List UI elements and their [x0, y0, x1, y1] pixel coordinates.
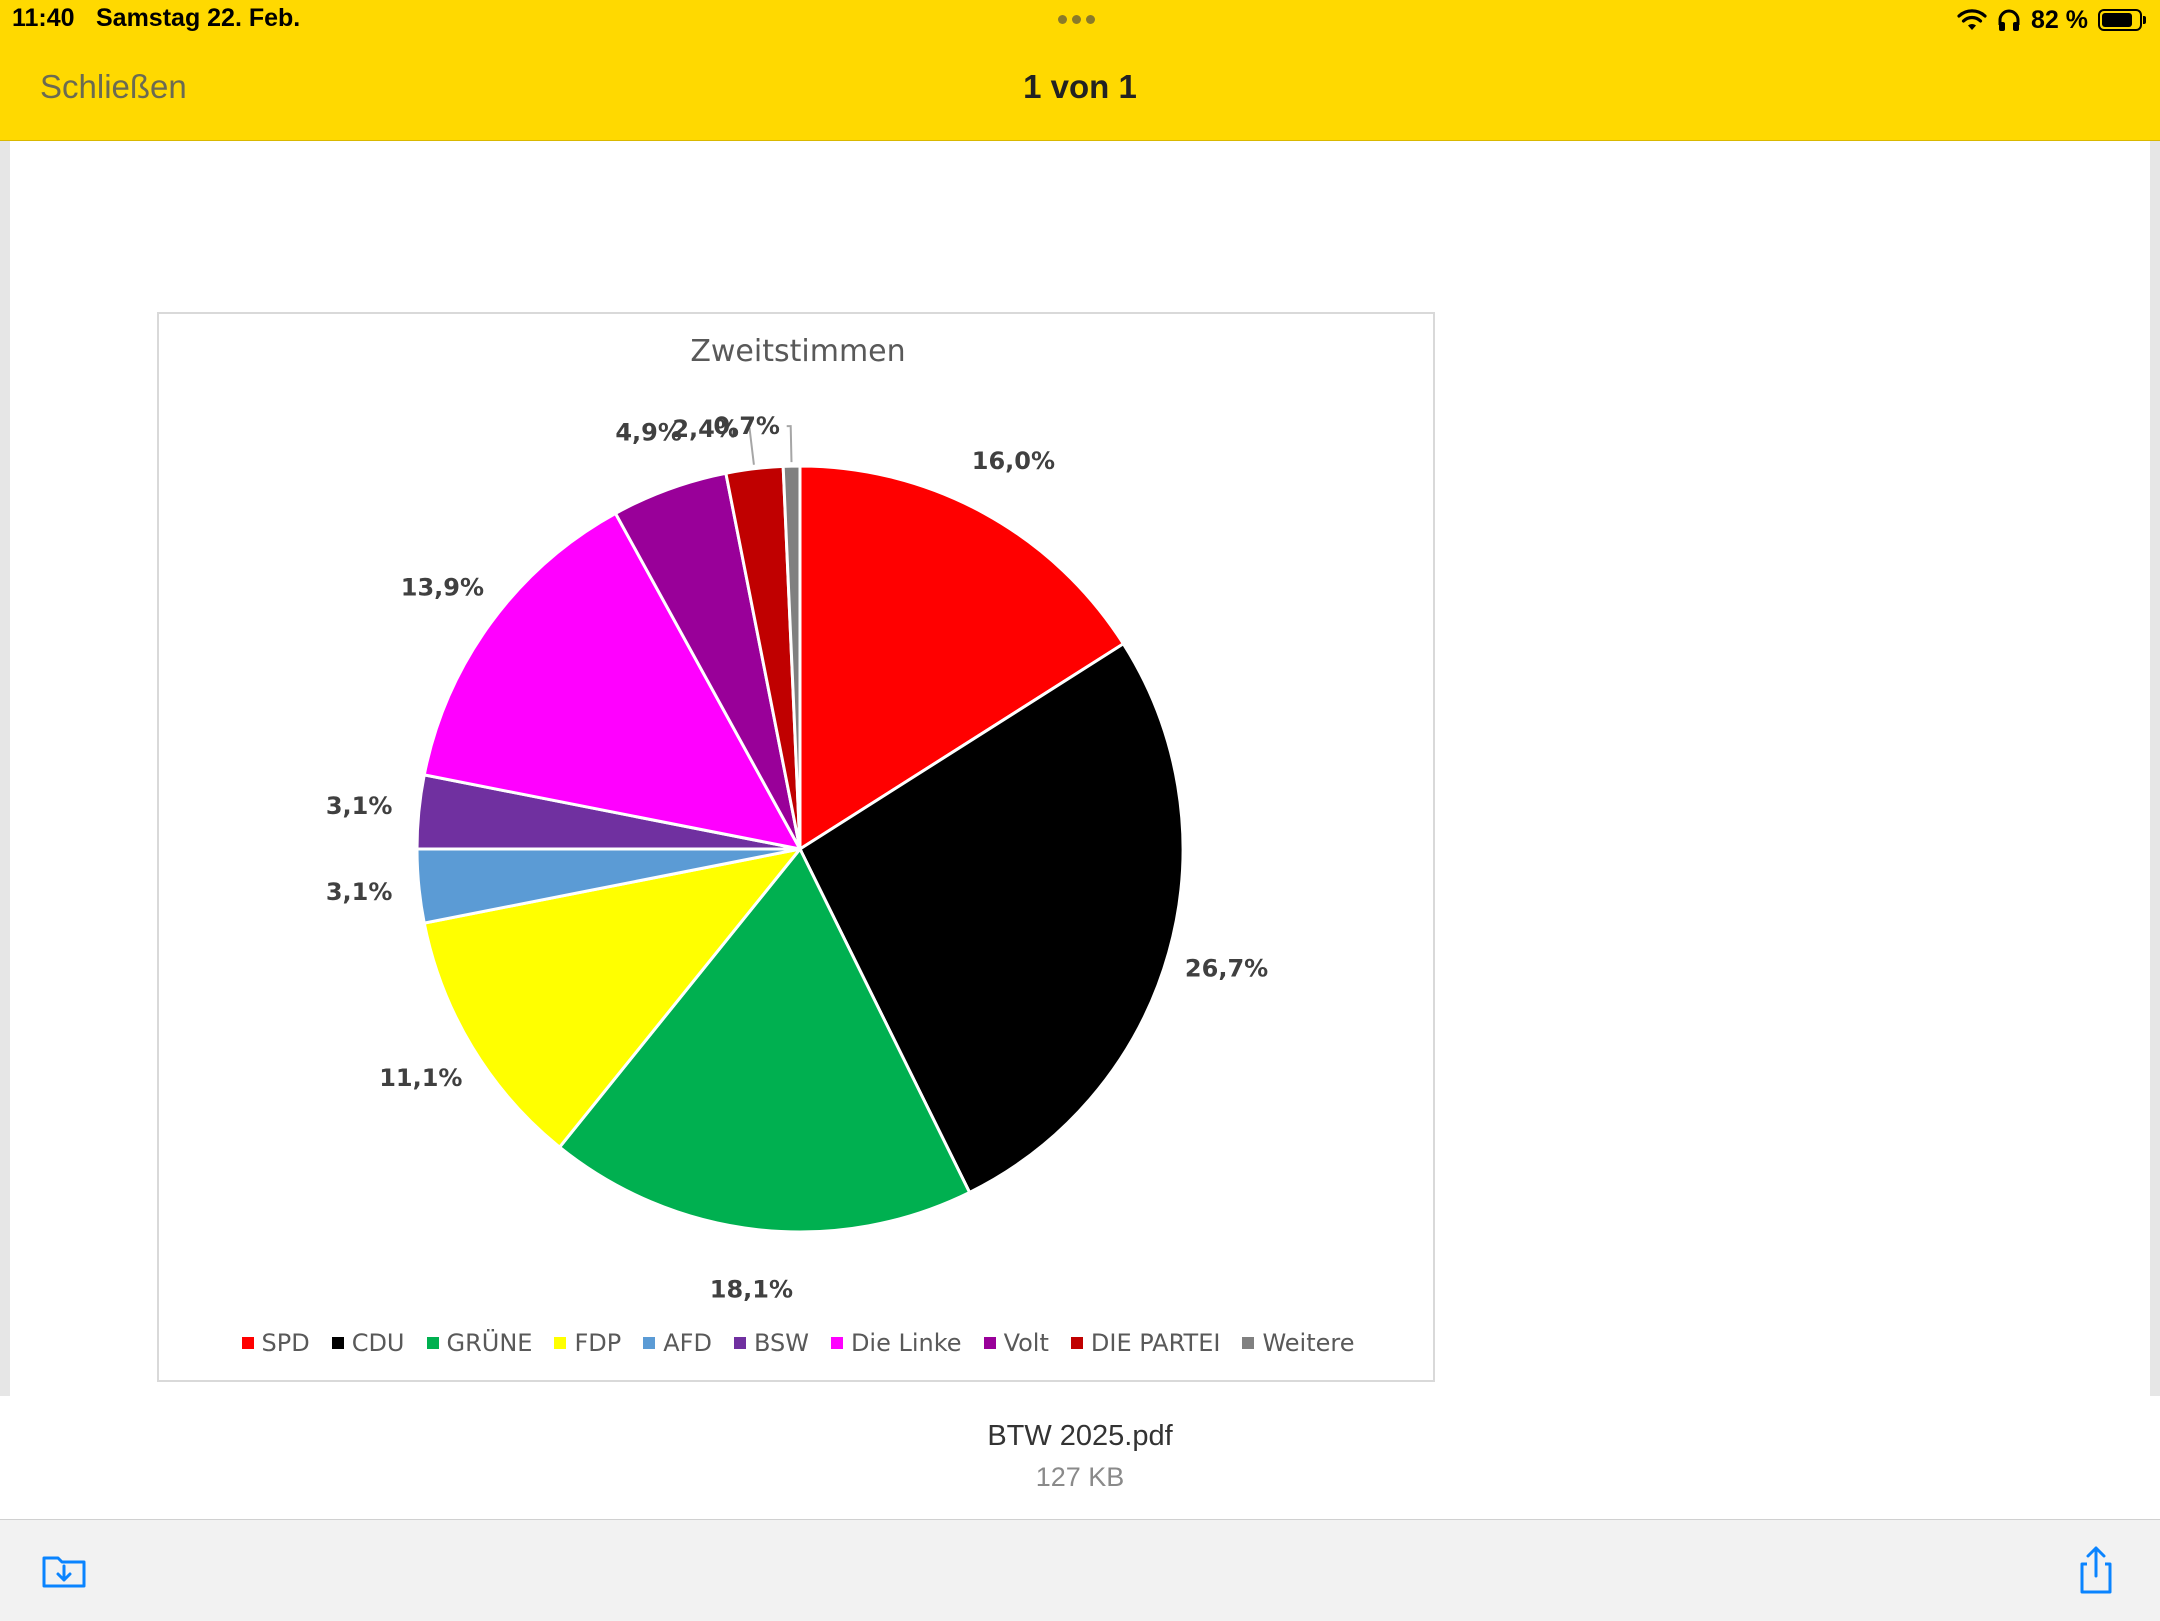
- data-label-volt: 4,9%: [615, 419, 682, 447]
- legend-item-volt: Volt: [983, 1329, 1049, 1357]
- file-size: 127 KB: [1035, 1462, 1125, 1492]
- legend-item-gr-ne: GRÜNE: [426, 1329, 533, 1357]
- legend-label: Volt: [1003, 1329, 1049, 1357]
- chart-legend: SPD CDU GRÜNE FDP AFD BSW Die Linke Volt DIE PAR…: [159, 1329, 1437, 1357]
- battery-percentage: 82 %: [2031, 5, 2088, 34]
- chart-title: Zweitstimmen: [690, 334, 906, 369]
- save-to-files-button[interactable]: [36, 1542, 92, 1598]
- pie-chart-plot: 16,0% 26,7% 18,1% 11,1% 3,1% 3,1% 13,9% 4,9%2,4…: [326, 412, 1268, 1303]
- legend-label: DIE PARTEI: [1090, 1329, 1221, 1357]
- data-label-fdp: 11,1%: [379, 1064, 462, 1092]
- legend-label: AFD: [663, 1329, 712, 1357]
- legend-swatch: [241, 1337, 254, 1349]
- pie-slice-gr-ne: [557, 846, 972, 1234]
- data-label-cdu: 26,7%: [1185, 955, 1268, 983]
- data-label-afd: 3,1%: [326, 878, 393, 906]
- file-name: BTW 2025.pdf: [987, 1420, 1173, 1452]
- pie-slice-weitere: [781, 464, 802, 850]
- pie-slice-cdu: [798, 641, 1185, 1195]
- page-counter: 1 von 1: [1023, 68, 1137, 105]
- data-label-spd: 16,0%: [972, 447, 1055, 475]
- legend-swatch: [643, 1337, 656, 1349]
- headphones-icon: [1998, 9, 2020, 31]
- leader-line-weitere: [786, 425, 793, 463]
- wifi-icon: [1957, 9, 1987, 30]
- battery-level: [2102, 13, 2132, 27]
- pie-slice-fdp: [422, 846, 804, 1150]
- legend-item-spd: SPD: [241, 1329, 310, 1357]
- legend-swatch: [830, 1337, 843, 1349]
- legend-item-die-partei: DIE PARTEI: [1070, 1329, 1221, 1357]
- data-label-die-linke: 13,9%: [401, 573, 484, 601]
- share-icon: [2080, 1546, 2112, 1594]
- legend-label: FDP: [574, 1329, 622, 1357]
- data-label-bsw: 3,1%: [326, 792, 393, 820]
- status-time: 11:40: [12, 4, 75, 32]
- legend-swatch: [331, 1337, 344, 1349]
- legend-item-weitere: Weitere: [1242, 1329, 1354, 1357]
- share-button[interactable]: [2068, 1542, 2124, 1598]
- leader-line-die-partei: [745, 428, 755, 465]
- bottom-toolbar: [0, 1519, 2160, 1621]
- close-button[interactable]: Schließen: [40, 68, 187, 105]
- page-edge-right: [2150, 141, 2160, 1396]
- pie-slice-die-linke: [422, 511, 803, 852]
- legend-item-afd: AFD: [643, 1329, 712, 1357]
- status-indicators: 82 %: [1957, 4, 2146, 36]
- pie-slice-spd: [798, 464, 1126, 852]
- legend-swatch: [983, 1337, 996, 1349]
- legend-label: GRÜNE: [446, 1329, 533, 1357]
- legend-item-fdp: FDP: [554, 1329, 621, 1357]
- status-date: Samstag 22. Feb.: [96, 4, 301, 32]
- page-edge-left: [0, 141, 10, 1396]
- legend-item-die-linke: Die Linke: [830, 1329, 962, 1357]
- legend-label: Weitere: [1262, 1329, 1355, 1357]
- legend-swatch: [733, 1337, 746, 1349]
- legend-item-cdu: CDU: [331, 1329, 405, 1357]
- legend-label: Die Linke: [850, 1329, 962, 1357]
- legend-swatch: [1070, 1337, 1083, 1349]
- legend-label: SPD: [261, 1329, 310, 1357]
- legend-label: BSW: [753, 1329, 809, 1357]
- legend-swatch: [554, 1337, 567, 1349]
- save-to-files-icon: [42, 1556, 86, 1588]
- data-label-gr-ne: 18,1%: [710, 1275, 793, 1303]
- data-label-die-partei: 2,4%: [672, 415, 739, 443]
- legend-label: CDU: [351, 1329, 405, 1357]
- legend-swatch: [1242, 1337, 1255, 1349]
- battery-icon: [2098, 9, 2146, 31]
- top-bar: 11:40 Samstag 22. Feb. 82 % Schließen 1 …: [0, 0, 2160, 141]
- legend-item-bsw: BSW: [733, 1329, 809, 1357]
- multitasking-dots-icon[interactable]: [1058, 10, 1102, 26]
- legend-swatch: [426, 1337, 439, 1349]
- data-label-weitere: 0,7%: [713, 412, 780, 440]
- pie-chart: Zweitstimmen 16,0% 26,7% 18,1% 11,1% 3,1% 3,1…: [157, 312, 1435, 1382]
